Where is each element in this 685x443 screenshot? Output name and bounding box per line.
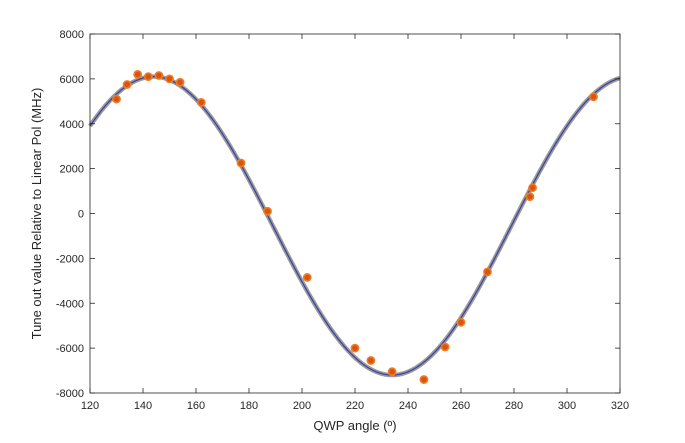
x-tick-label: 240	[399, 400, 417, 412]
data-point	[350, 343, 360, 353]
data-point	[263, 206, 272, 216]
data-point	[143, 72, 153, 82]
x-tick-label: 260	[452, 400, 470, 412]
x-tick-label: 280	[505, 400, 523, 412]
data-point	[525, 192, 535, 202]
tick-labels-group: 120 140 160 180 200 220 240 260 280 300 320 -8000 -6…	[56, 29, 629, 412]
data-point	[387, 367, 397, 377]
data-point	[589, 92, 598, 102]
data-point	[302, 273, 312, 282]
data-point	[175, 77, 185, 87]
data-point	[366, 356, 376, 365]
x-axis-label: QWP angle (º)	[313, 418, 396, 433]
x-tick-label: 300	[558, 400, 576, 412]
y-tick-label: -2000	[56, 253, 84, 265]
y-tick-label: -6000	[56, 343, 84, 355]
data-point	[196, 98, 206, 107]
data-point	[456, 317, 466, 327]
data-point	[528, 183, 537, 193]
data-point	[165, 74, 174, 84]
x-tick-label: 140	[134, 400, 152, 412]
data-point	[154, 71, 164, 80]
data-point	[236, 158, 246, 168]
data-point	[419, 375, 429, 384]
y-tick-label: 4000	[60, 119, 84, 131]
data-point	[133, 69, 143, 79]
y-tick-label: 6000	[60, 74, 84, 86]
y-tick-label: 0	[78, 209, 84, 221]
y-tick-label: -8000	[56, 388, 84, 400]
x-tick-label: 160	[187, 400, 205, 412]
x-tick-label: 120	[81, 400, 99, 412]
plot-area	[90, 34, 620, 393]
y-tick-label: 2000	[60, 164, 84, 176]
data-points-group	[112, 69, 598, 384]
x-tick-label: 320	[611, 400, 629, 412]
x-tick-label: 220	[346, 400, 364, 412]
data-point	[122, 80, 132, 89]
data-point	[112, 94, 121, 104]
x-tick-label: 180	[240, 400, 258, 412]
data-point	[440, 342, 450, 352]
axis-ticks-group	[89, 33, 621, 394]
y-tick-label: -4000	[56, 298, 84, 310]
data-point	[483, 267, 492, 277]
y-tick-label: 8000	[60, 29, 84, 41]
y-axis-label: Tune out value Relative to Linear Pol (M…	[29, 88, 44, 340]
x-tick-label: 200	[293, 400, 311, 412]
